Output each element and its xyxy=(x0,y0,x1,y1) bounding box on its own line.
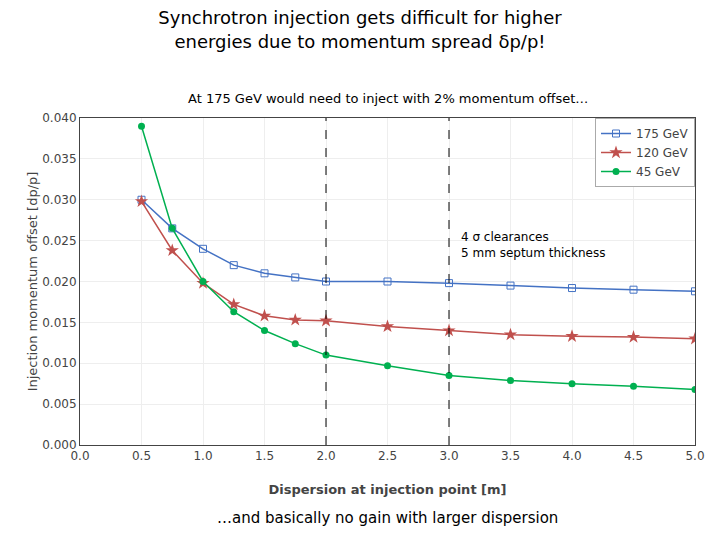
svg-text:Synchrotron injection gets dif: Synchrotron injection gets difficult for… xyxy=(158,7,562,51)
svg-text:0.025: 0.025 xyxy=(42,234,76,248)
svg-text:0.005: 0.005 xyxy=(42,397,76,411)
svg-text:4.5: 4.5 xyxy=(624,449,643,463)
svg-text:0.015: 0.015 xyxy=(42,316,76,330)
svg-text:0.040: 0.040 xyxy=(42,111,76,125)
svg-text:3.0: 3.0 xyxy=(439,449,458,463)
svg-text:…and basically no gain with la: …and basically no gain with larger dispe… xyxy=(217,509,558,527)
svg-text:1.5: 1.5 xyxy=(255,449,274,463)
svg-text:Dispersion at injection point: Dispersion at injection point [m] xyxy=(268,482,506,497)
svg-text:45 GeV: 45 GeV xyxy=(636,165,681,179)
svg-text:0.020: 0.020 xyxy=(42,275,76,289)
svg-text:4.0: 4.0 xyxy=(562,449,581,463)
svg-text:0.035: 0.035 xyxy=(42,152,76,166)
svg-text:0.030: 0.030 xyxy=(42,193,76,207)
svg-text:0.0: 0.0 xyxy=(70,449,89,463)
svg-text:2.5: 2.5 xyxy=(378,449,397,463)
svg-text:At 175 GeV would need to injec: At 175 GeV would need to inject with 2% … xyxy=(188,91,588,106)
svg-text:Injection momentum offset [dp/: Injection momentum offset [dp/p] xyxy=(25,172,40,392)
svg-text:2.0: 2.0 xyxy=(316,449,335,463)
svg-text:0.5: 0.5 xyxy=(132,449,151,463)
svg-text:1.0: 1.0 xyxy=(193,449,212,463)
svg-text:120 GeV: 120 GeV xyxy=(636,146,688,160)
svg-text:0.000: 0.000 xyxy=(42,438,76,452)
svg-text:3.5: 3.5 xyxy=(501,449,520,463)
svg-text:0.010: 0.010 xyxy=(42,356,76,370)
svg-text:175 GeV: 175 GeV xyxy=(636,127,688,141)
svg-text:5.0: 5.0 xyxy=(685,449,704,463)
svg-text:4 σ clearances5 mm septum thic: 4 σ clearances5 mm septum thickness xyxy=(461,230,605,260)
